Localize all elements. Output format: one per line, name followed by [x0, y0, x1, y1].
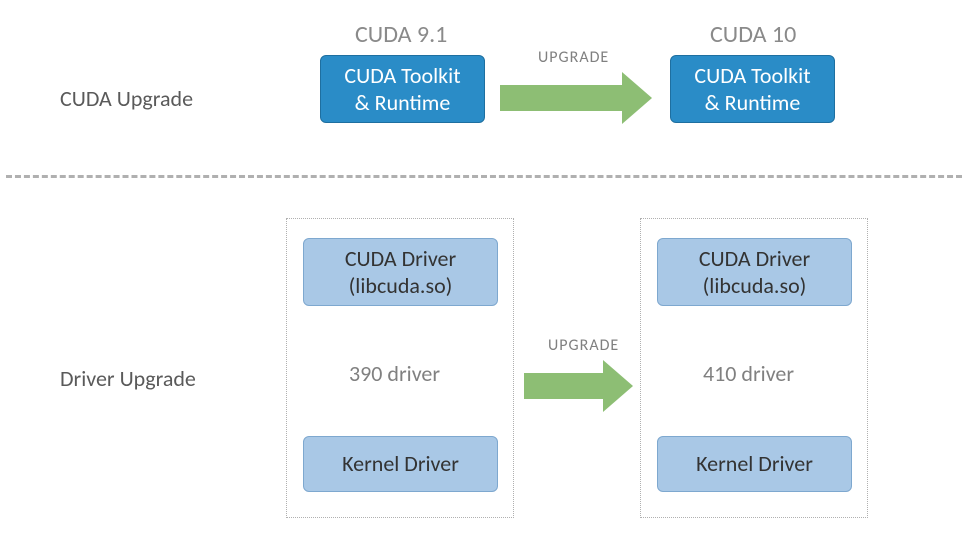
divider-dashed: [6, 175, 962, 178]
driver-version-right: 410 driver: [703, 360, 794, 387]
kernel-driver-box-left: Kernel Driver: [303, 436, 498, 492]
cuda-version-right: CUDA 10: [710, 20, 796, 49]
driver-version-left: 390 driver: [349, 360, 440, 387]
kernel-driver-box-right: Kernel Driver: [657, 436, 852, 492]
cuda-driver-box-left: CUDA Driver (libcuda.so): [303, 238, 498, 306]
toolkit-box-left: CUDA Toolkit & Runtime: [320, 55, 485, 123]
arrow-cuda-upgrade: [500, 72, 660, 132]
section-label-cuda: CUDA Upgrade: [60, 85, 193, 112]
upgrade-label-cuda: UPGRADE: [538, 48, 609, 67]
cuda-version-left: CUDA 9.1: [355, 20, 447, 49]
arrow-driver-upgrade: [524, 360, 639, 420]
upgrade-label-driver: UPGRADE: [548, 336, 619, 355]
cuda-driver-box-right: CUDA Driver (libcuda.so): [657, 238, 852, 306]
toolkit-box-right: CUDA Toolkit & Runtime: [670, 55, 835, 123]
section-label-driver: Driver Upgrade: [60, 365, 196, 392]
